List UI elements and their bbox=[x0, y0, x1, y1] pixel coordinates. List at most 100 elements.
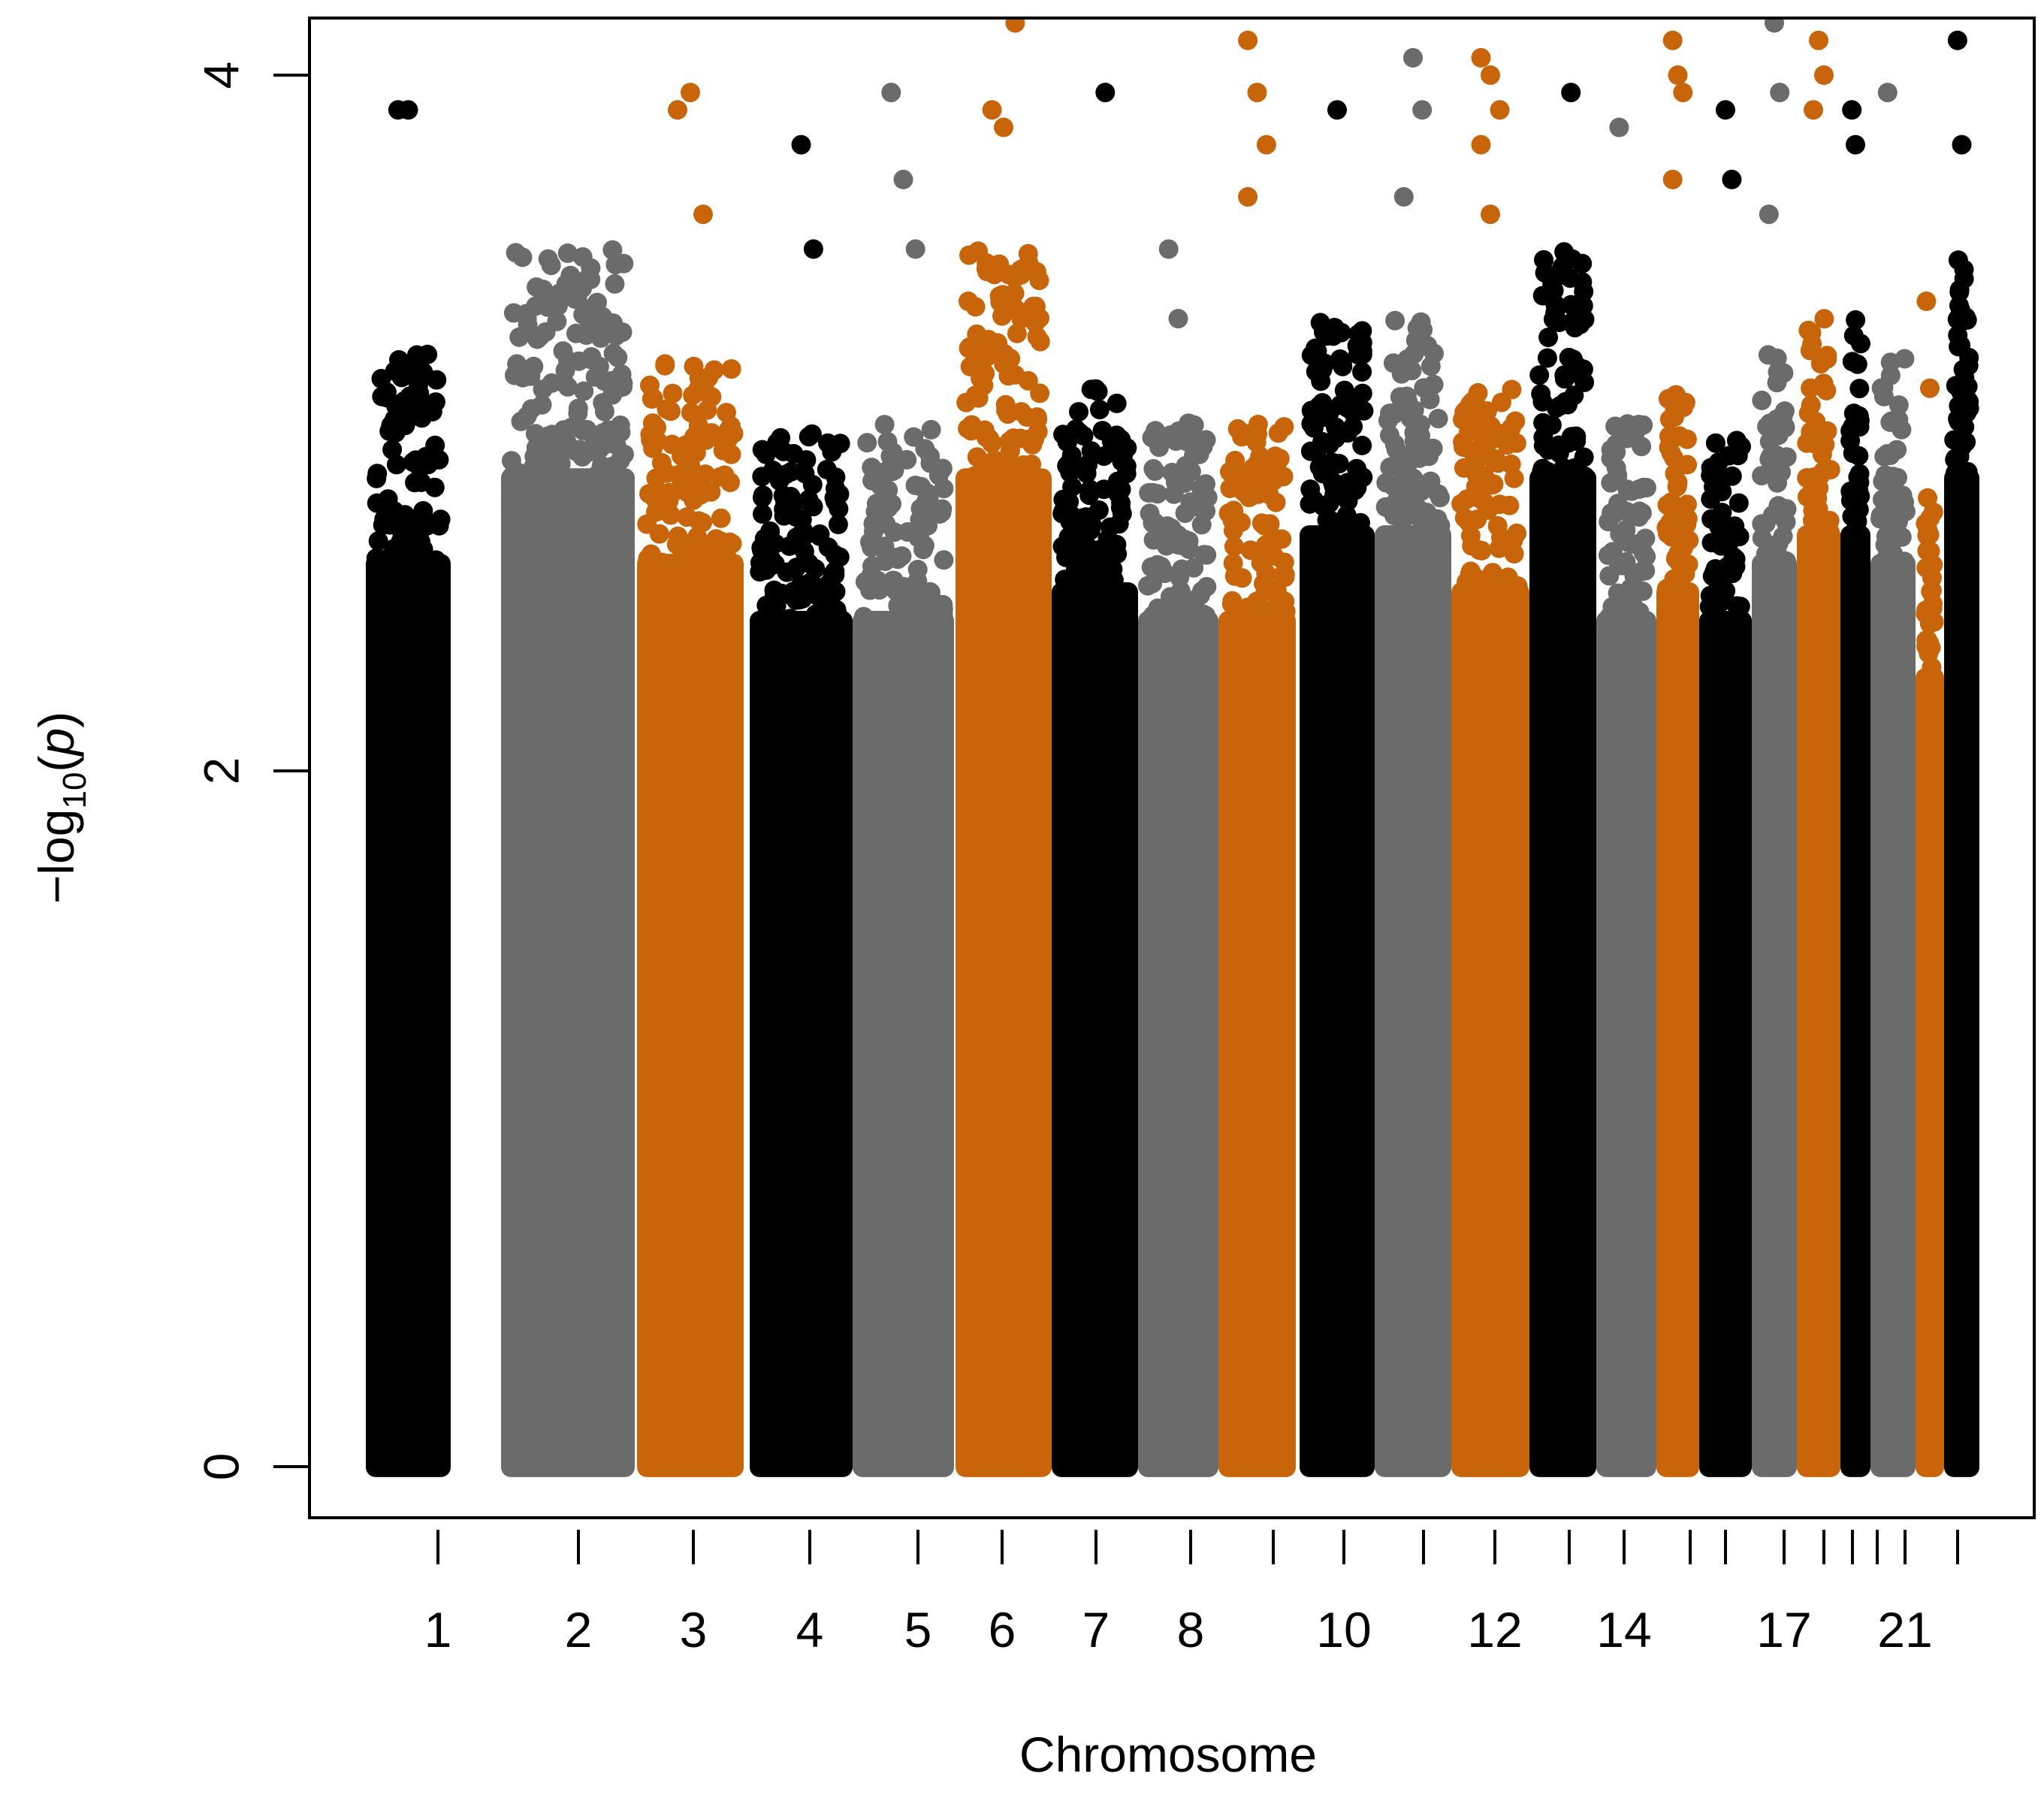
snp-point bbox=[999, 431, 1019, 452]
y-axis: 02468 bbox=[193, 62, 309, 1480]
snp-point bbox=[1116, 456, 1137, 476]
chromosome-15-dense-band bbox=[1656, 582, 1699, 1477]
snp-point bbox=[1773, 526, 1793, 546]
snp-point bbox=[1224, 500, 1244, 521]
snp-point bbox=[581, 347, 602, 367]
snp-point bbox=[1537, 348, 1557, 368]
snp-point bbox=[1055, 536, 1075, 556]
snp-point bbox=[1101, 431, 1122, 451]
snp-point bbox=[533, 280, 554, 300]
snp-point bbox=[1707, 570, 1726, 590]
peak-point bbox=[791, 134, 811, 155]
snp-point bbox=[825, 561, 845, 582]
snp-point bbox=[379, 579, 399, 600]
snp-point bbox=[1877, 546, 1898, 567]
snp-point bbox=[1768, 496, 1789, 516]
snp-point bbox=[1545, 295, 1565, 315]
snp-point bbox=[586, 503, 606, 524]
snp-point bbox=[1533, 412, 1553, 433]
snp-point bbox=[654, 484, 675, 504]
snp-point bbox=[1538, 328, 1559, 347]
snp-point bbox=[920, 446, 940, 467]
snp-point bbox=[676, 435, 696, 455]
snp-point bbox=[400, 386, 420, 406]
snp-point bbox=[1224, 463, 1244, 483]
snp-point bbox=[1813, 517, 1833, 537]
snp-point bbox=[1460, 561, 1481, 582]
snp-point bbox=[1501, 574, 1521, 594]
snp-point bbox=[765, 585, 784, 606]
snp-point bbox=[594, 401, 614, 422]
chromosome-19-dense-band bbox=[1840, 525, 1870, 1477]
chromosome-6-points bbox=[956, 18, 1052, 1477]
snp-point bbox=[605, 273, 625, 294]
snp-point bbox=[1565, 318, 1585, 338]
snp-point bbox=[1078, 545, 1098, 565]
snp-point bbox=[1026, 261, 1046, 282]
snp-point bbox=[933, 642, 953, 663]
snp-point bbox=[1562, 249, 1582, 269]
snp-point bbox=[1158, 619, 1178, 639]
snp-point bbox=[1220, 479, 1240, 498]
snp-point bbox=[1873, 377, 1894, 397]
snp-point bbox=[1428, 484, 1448, 504]
peak-point bbox=[1403, 47, 1423, 68]
snp-point bbox=[1803, 500, 1823, 521]
x-tick-label: 3 bbox=[680, 1602, 708, 1657]
snp-point bbox=[581, 258, 601, 278]
x-tick-label: 21 bbox=[1877, 1602, 1932, 1657]
snp-point bbox=[1628, 534, 1648, 555]
peak-point bbox=[1809, 30, 1828, 50]
snp-point bbox=[502, 466, 522, 486]
snp-point bbox=[1752, 466, 1772, 486]
snp-point bbox=[1722, 466, 1742, 486]
snp-point bbox=[714, 548, 735, 568]
snp-point bbox=[1889, 395, 1909, 415]
snp-point bbox=[1179, 539, 1199, 559]
snp-point bbox=[888, 596, 908, 616]
peak-point bbox=[1609, 117, 1629, 137]
chromosome-8-dense-band bbox=[1138, 611, 1218, 1477]
chromosome-19-points bbox=[1840, 100, 1870, 1477]
snp-point bbox=[1191, 479, 1211, 498]
snp-point bbox=[762, 642, 782, 663]
snp-point bbox=[1251, 513, 1272, 533]
snp-point bbox=[590, 328, 611, 348]
peak-point bbox=[1256, 134, 1276, 155]
snp-point bbox=[1268, 423, 1288, 443]
snp-point bbox=[672, 571, 693, 591]
chromosome-13-dense-band bbox=[1529, 468, 1596, 1477]
snp-point bbox=[802, 424, 822, 444]
chromosome-10-points bbox=[1300, 100, 1375, 1477]
snp-point bbox=[1949, 396, 1969, 416]
snp-point bbox=[641, 430, 661, 450]
peak-point bbox=[681, 83, 700, 103]
snp-point bbox=[532, 394, 552, 415]
snp-point bbox=[1616, 520, 1636, 540]
snp-point bbox=[1265, 464, 1285, 484]
peak-point bbox=[1722, 169, 1742, 189]
snp-point bbox=[1775, 585, 1795, 606]
snp-point bbox=[429, 588, 449, 607]
snp-point bbox=[1851, 334, 1870, 354]
peak-point bbox=[1920, 378, 1940, 398]
snp-point bbox=[1179, 413, 1199, 434]
snp-point bbox=[1197, 545, 1217, 565]
snp-point bbox=[1952, 475, 1972, 495]
snp-point bbox=[366, 548, 386, 568]
snp-point bbox=[1922, 568, 1942, 588]
snp-point bbox=[1104, 615, 1125, 635]
snp-point bbox=[1224, 536, 1244, 557]
plot-frame bbox=[308, 17, 2036, 1519]
snp-point bbox=[1094, 479, 1114, 500]
snp-point bbox=[1849, 446, 1869, 466]
peak-point bbox=[1842, 100, 1862, 120]
snp-point bbox=[1599, 512, 1619, 532]
snp-point bbox=[657, 399, 677, 419]
snp-point bbox=[702, 423, 722, 443]
snp-point bbox=[413, 500, 433, 521]
snp-point bbox=[1109, 514, 1129, 534]
peak-point bbox=[1095, 83, 1116, 103]
peak-point bbox=[994, 117, 1013, 137]
snp-point bbox=[1300, 441, 1321, 461]
